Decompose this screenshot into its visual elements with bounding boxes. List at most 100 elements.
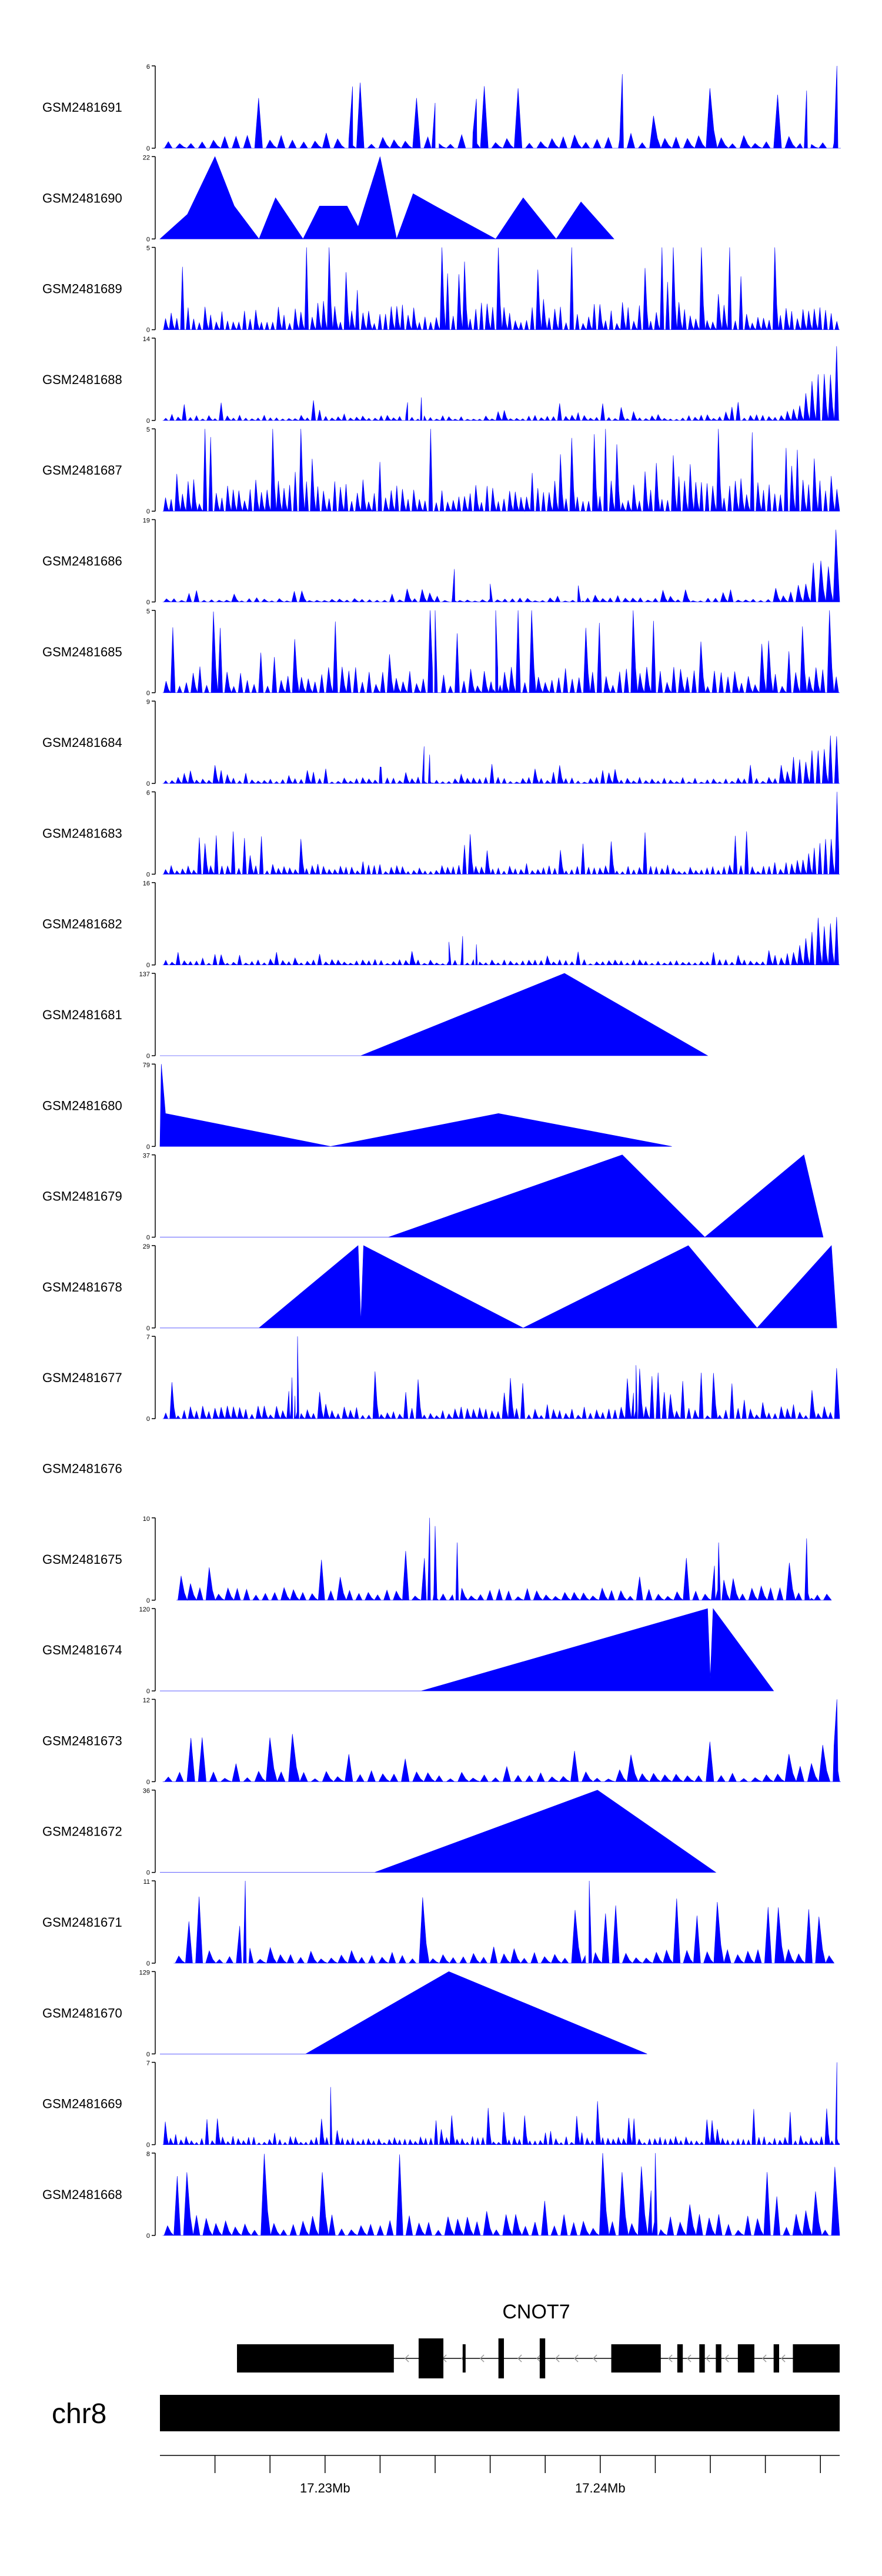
exon xyxy=(677,2344,683,2373)
y-tick-label-max: 6 xyxy=(146,64,150,71)
track-label: GSM2481674 xyxy=(42,1643,122,1657)
y-tick-label-max: 19 xyxy=(143,518,150,525)
y-tick-label-min: 0 xyxy=(146,1870,150,1877)
coverage-area xyxy=(176,1517,832,1601)
track-label: GSM2481677 xyxy=(42,1370,122,1385)
y-tick-label-min: 0 xyxy=(146,1688,150,1695)
coverage-area xyxy=(159,156,614,240)
exon xyxy=(498,2338,505,2378)
track-GSM2481669: GSM2481669 7 0 xyxy=(42,2060,840,2149)
strand-arrow xyxy=(573,2354,579,2363)
exon xyxy=(539,2338,546,2378)
y-tick-label-max: 22 xyxy=(143,154,150,161)
y-tick-label-max: 7 xyxy=(146,2060,150,2067)
strand-arrow xyxy=(592,2354,597,2363)
y-tick-label-max: 129 xyxy=(139,1969,150,1976)
track-label: GSM2481669 xyxy=(42,2097,122,2111)
track-GSM2481671: GSM2481671 11 0 xyxy=(42,1878,835,1967)
y-tick-label-min: 0 xyxy=(146,236,150,243)
track-label: GSM2481683 xyxy=(42,826,122,840)
y-tick-label-max: 6 xyxy=(146,789,150,796)
exon xyxy=(418,2338,444,2378)
y-tick-label-min: 0 xyxy=(146,1960,150,1967)
chromosome-track: chr8 xyxy=(52,2395,840,2431)
y-tick-label-max: 12 xyxy=(143,1697,150,1704)
y-tick-label-min: 0 xyxy=(146,1597,150,1604)
y-tick-label-min: 0 xyxy=(146,1325,150,1332)
track-GSM2481683: GSM2481683 6 0 xyxy=(42,789,840,878)
track-GSM2481684: GSM2481684 9 0 xyxy=(42,699,840,788)
track-label: GSM2481684 xyxy=(42,735,122,750)
y-tick-label-min: 0 xyxy=(146,2051,150,2058)
y-tick-label-min: 0 xyxy=(146,1778,150,1786)
y-tick-label-min: 0 xyxy=(146,418,150,425)
track-label: GSM2481686 xyxy=(42,554,122,569)
track-GSM2481691: GSM2481691 6 0 xyxy=(42,64,841,152)
strand-arrow xyxy=(705,2354,710,2363)
coverage-area xyxy=(160,1608,774,1691)
y-tick-label-min: 0 xyxy=(146,871,150,878)
coverage-area xyxy=(173,1880,835,1964)
track-label: GSM2481670 xyxy=(42,2006,122,2020)
track-label: GSM2481671 xyxy=(42,1915,122,1930)
coverage-area xyxy=(162,2153,840,2237)
exon xyxy=(737,2344,754,2373)
track-label: GSM2481680 xyxy=(42,1098,122,1113)
coverage-area xyxy=(160,1154,824,1238)
coverage-area xyxy=(162,65,841,149)
y-tick-label-min: 0 xyxy=(146,962,150,969)
track-label: GSM2481687 xyxy=(42,463,122,478)
y-tick-label-max: 14 xyxy=(143,336,150,343)
y-tick-label-max: 37 xyxy=(143,1153,150,1160)
track-GSM2481673: GSM2481673 12 0 xyxy=(42,1697,841,1786)
track-GSM2481678: GSM2481678 29 0 xyxy=(42,1243,837,1332)
coverage-area xyxy=(159,1064,672,1147)
track-GSM2481670: GSM2481670 129 0 xyxy=(42,1969,647,2058)
y-tick-label-min: 0 xyxy=(146,690,150,697)
track-label: GSM2481682 xyxy=(42,917,122,932)
y-tick-label-min: 0 xyxy=(146,2142,150,2149)
y-tick-label-max: 11 xyxy=(143,1878,150,1886)
strand-arrow xyxy=(724,2354,729,2363)
track-GSM2481682: GSM2481682 16 0 xyxy=(42,880,840,969)
exon xyxy=(793,2344,840,2373)
exon xyxy=(699,2344,705,2373)
y-tick-label-max: 36 xyxy=(143,1788,150,1795)
data-tracks: GSM248169160GSM2481690220GSM248168950GSM… xyxy=(42,64,841,2240)
strand-arrow xyxy=(667,2354,673,2363)
y-tick-label-min: 0 xyxy=(146,2233,150,2240)
track-label: GSM2481679 xyxy=(42,1189,122,1204)
gene-track: CNOT7 xyxy=(237,2301,840,2378)
y-tick-label-min: 0 xyxy=(146,780,150,788)
y-tick-label-min: 0 xyxy=(146,1234,150,1242)
track-GSM2481688: GSM2481688 14 0 xyxy=(42,336,840,425)
y-tick-label-max: 5 xyxy=(146,608,150,615)
track-GSM2481690: GSM2481690 22 0 xyxy=(42,154,614,243)
track-GSM2481675: GSM2481675 10 0 xyxy=(42,1516,832,1604)
coverage-area xyxy=(162,1336,840,1420)
track-GSM2481674: GSM2481674 120 0 xyxy=(42,1606,774,1695)
y-tick-label-min: 0 xyxy=(146,1416,150,1423)
y-tick-label-min: 0 xyxy=(146,327,150,334)
exon xyxy=(611,2344,661,2373)
coverage-area xyxy=(160,1245,837,1329)
y-tick-label-max: 16 xyxy=(143,880,150,887)
y-tick-label-max: 5 xyxy=(146,245,150,252)
coverage-area xyxy=(160,1790,717,1873)
y-tick-label-min: 0 xyxy=(146,508,150,515)
track-label: GSM2481673 xyxy=(42,1733,122,1748)
track-GSM2481677: GSM2481677 7 0 xyxy=(42,1334,840,1423)
exon xyxy=(773,2344,780,2373)
exon xyxy=(237,2344,394,2373)
genome-axis: 17.23Mb 17.24Mb xyxy=(160,2455,840,2495)
strand-arrow xyxy=(536,2354,541,2363)
y-tick-label-min: 0 xyxy=(146,145,150,152)
axis-tick-label: 17.23Mb xyxy=(300,2481,350,2495)
track-GSM2481679: GSM2481679 37 0 xyxy=(42,1153,824,1242)
y-tick-label-max: 8 xyxy=(146,2151,150,2158)
track-GSM2481686: GSM2481686 19 0 xyxy=(42,518,840,606)
track-label: GSM2481681 xyxy=(42,1007,122,1022)
track-GSM2481676: GSM2481676 xyxy=(42,1461,122,1476)
exon xyxy=(716,2344,721,2373)
